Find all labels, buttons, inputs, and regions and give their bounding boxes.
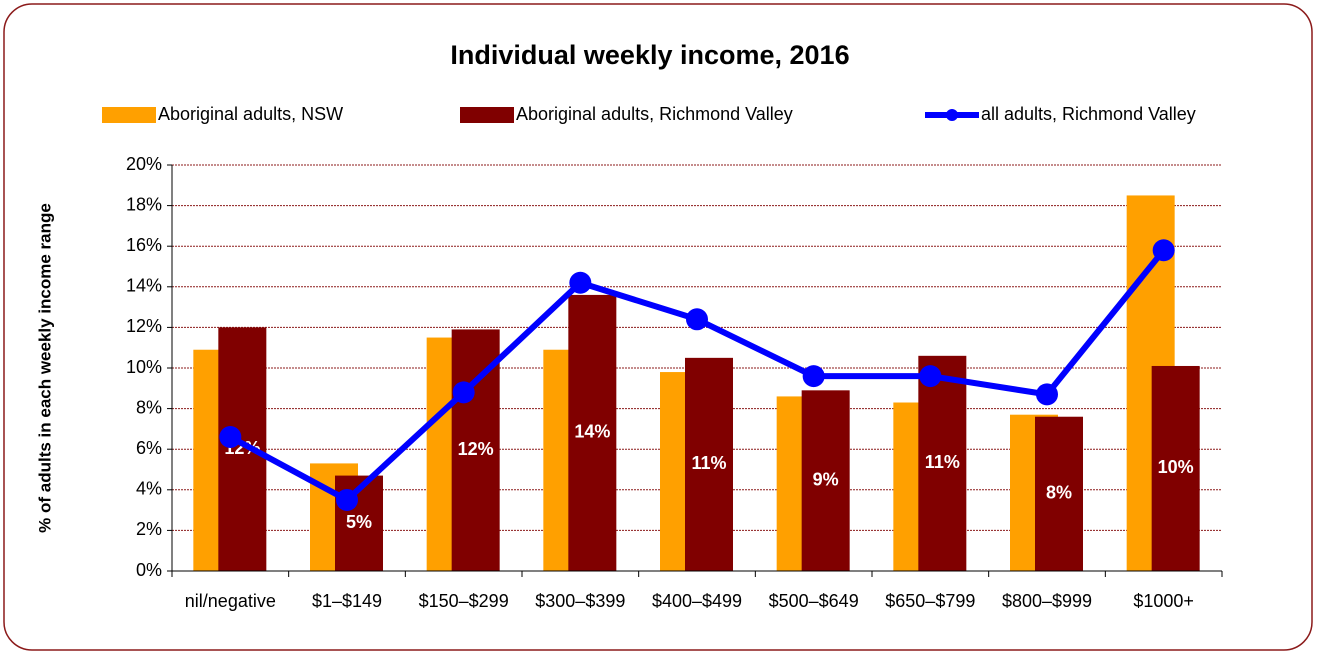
x-tick-label: $500–$649 [769, 591, 859, 611]
x-tick-label: $400–$499 [652, 591, 742, 611]
chart-title: Individual weekly income, 2016 [450, 40, 849, 70]
x-tick-label: $800–$999 [1002, 591, 1092, 611]
x-tick-label: $150–$299 [419, 591, 509, 611]
line-marker [336, 488, 358, 511]
legend-label: Aboriginal adults, NSW [158, 104, 343, 124]
line-marker [686, 308, 708, 331]
bar [568, 294, 617, 571]
data-label: 14% [574, 422, 610, 442]
line-marker [1152, 239, 1175, 262]
y-axis-label: % of adults in each weekly income range [35, 203, 54, 533]
y-tick-label: 18% [126, 194, 162, 214]
legend-label: all adults, Richmond Valley [981, 104, 1196, 124]
y-tick-label: 16% [126, 235, 162, 255]
data-label: 11% [691, 453, 726, 473]
data-label: 9% [813, 469, 839, 489]
legend-swatch [460, 107, 514, 123]
x-tick-label: $1000+ [1133, 591, 1194, 611]
y-tick-label: 14% [126, 276, 162, 296]
legend-swatch [102, 107, 156, 123]
bar [685, 357, 733, 571]
y-tick-label: 12% [126, 316, 162, 336]
y-tick-label: 2% [136, 519, 162, 539]
data-label: 5% [346, 512, 372, 532]
y-tick-label: 6% [136, 438, 162, 458]
x-tick-label: $1–$149 [312, 591, 382, 611]
bar [1151, 365, 1200, 571]
x-tick-label: $300–$399 [535, 591, 625, 611]
legend-marker [946, 109, 958, 121]
y-tick-label: 0% [136, 560, 162, 580]
line-marker [569, 271, 592, 294]
bar [918, 355, 967, 571]
data-label: 11% [925, 452, 960, 472]
line-marker [1036, 383, 1058, 406]
y-tick-label: 10% [126, 357, 162, 377]
line-marker [452, 381, 475, 404]
bar [1035, 416, 1083, 571]
legend-label: Aboriginal adults, Richmond Valley [516, 104, 793, 124]
y-tick-label: 4% [136, 479, 162, 499]
y-tick-label: 20% [126, 154, 162, 174]
line-marker [919, 365, 942, 388]
data-label: 10% [1158, 457, 1194, 477]
x-tick-label: nil/negative [185, 591, 276, 611]
data-label: 8% [1046, 483, 1072, 503]
x-tick-label: $650–$799 [885, 591, 975, 611]
line-marker [219, 426, 242, 449]
data-label: 12% [458, 439, 494, 459]
bar [801, 390, 850, 571]
y-tick-label: 8% [136, 397, 162, 417]
line-marker [802, 365, 825, 388]
